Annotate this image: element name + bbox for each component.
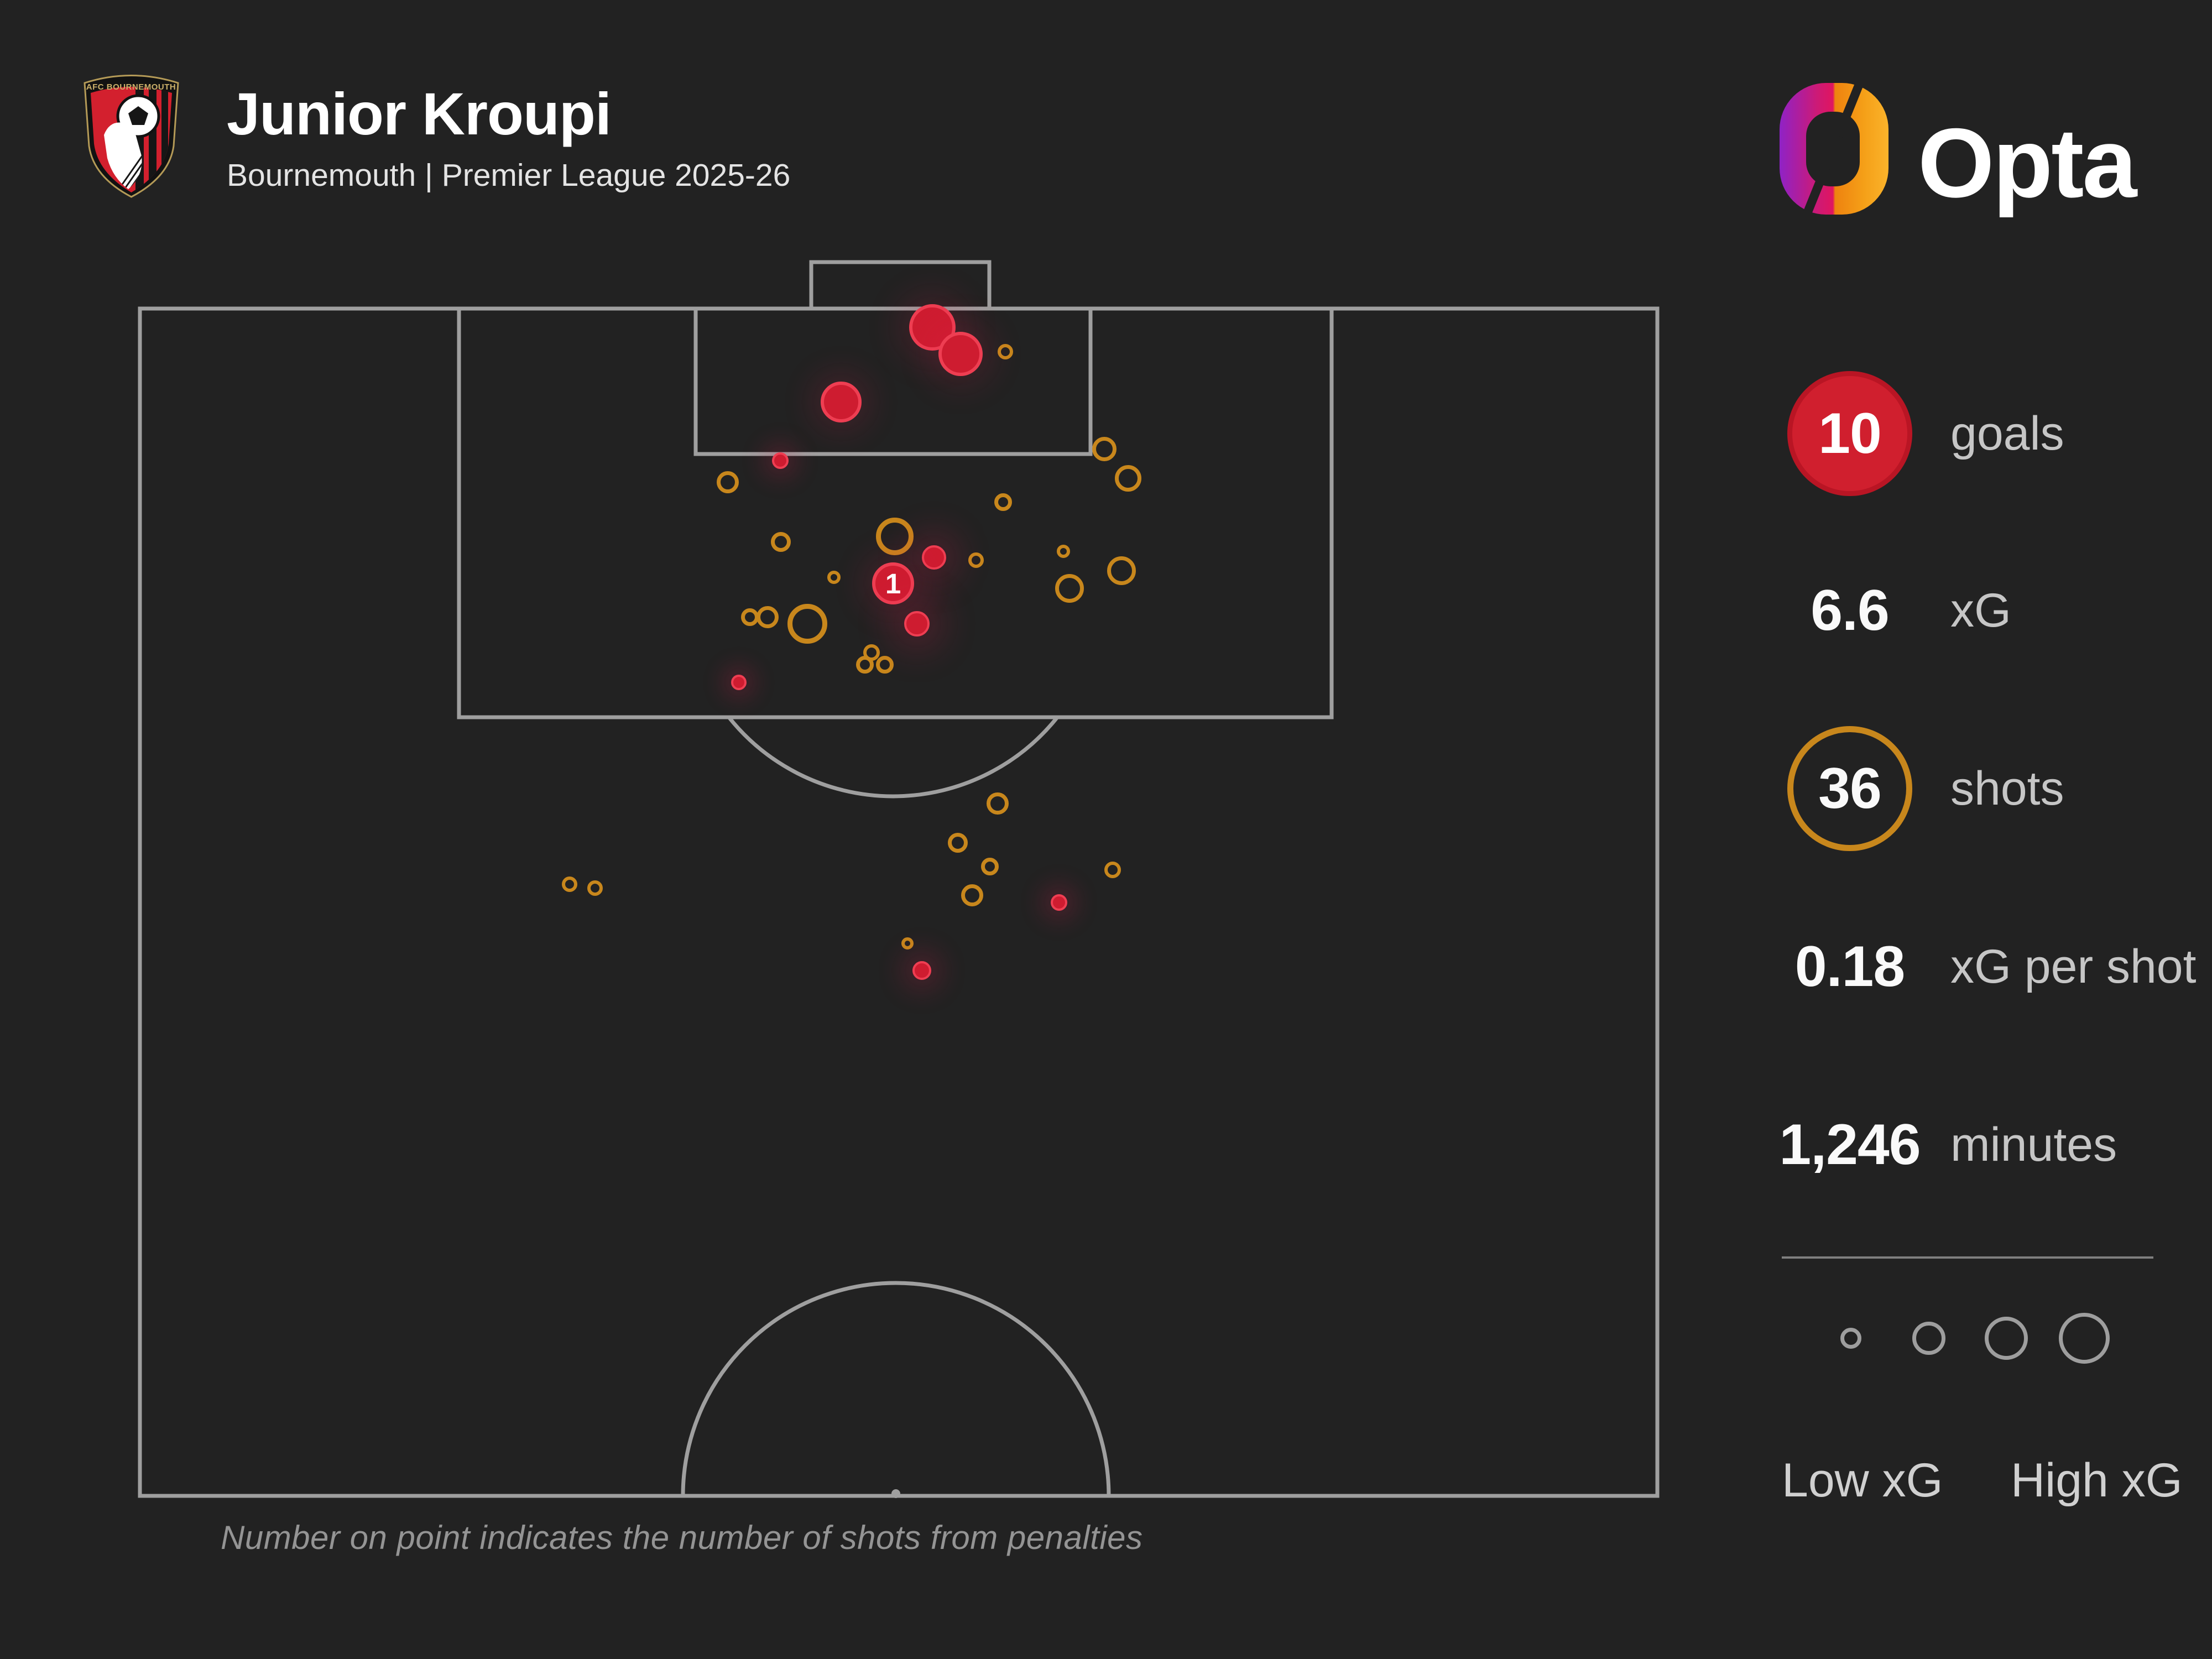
shot-marker-no-goal (1057, 545, 1070, 558)
shot-marker-no-goal (981, 858, 999, 875)
legend-ring-1 (1840, 1328, 1861, 1349)
shot-marker-no-goal (876, 656, 894, 674)
legend-ring-4 (2059, 1313, 2110, 1364)
shot-marker-no-goal (948, 833, 968, 853)
centre-spot (891, 1489, 900, 1498)
shots-count-badge: 36 (1787, 726, 1912, 851)
xg-per-shot-value: 0.18 (1794, 934, 1905, 999)
shot-marker-no-goal (987, 792, 1009, 815)
shot-marker-goal (912, 961, 931, 980)
xg-value: 6.6 (1811, 578, 1890, 643)
shot-marker-no-goal (757, 606, 779, 628)
shot-marker-no-goal (1055, 574, 1084, 603)
shots-value: 36 (1818, 756, 1882, 821)
afc-bournemouth-badge: AFC BOURNEMOUTH (84, 75, 179, 198)
footnote: Number on point indicates the number of … (221, 1519, 1143, 1556)
shot-marker-no-goal (1107, 556, 1136, 585)
shot-marker-goal (772, 452, 789, 469)
shot-marker-no-goal (771, 532, 791, 552)
page-title: Junior Kroupi (227, 80, 612, 147)
shot-marker-no-goal (994, 493, 1012, 511)
shot-marker-no-goal (876, 518, 914, 555)
shot-marker-goal (1051, 894, 1067, 911)
shot-marker-no-goal (968, 552, 984, 568)
shot-marker-goal (938, 332, 983, 376)
minutes-label: minutes (1950, 1118, 2117, 1171)
page-subtitle: Bournemouth | Premier League 2025-26 (227, 158, 791, 194)
xg-label: xG (1950, 583, 2011, 637)
stat-row-shots: 36 shots (1767, 725, 2064, 852)
shot-marker-no-goal (1104, 862, 1121, 878)
shot-marker-no-goal (1115, 465, 1141, 492)
goals-value: 10 (1818, 401, 1882, 466)
shot-marker-no-goal (998, 344, 1013, 359)
shot-marker-no-goal (856, 656, 874, 674)
centre-circle (681, 1281, 1111, 1496)
shot-marker-goal (731, 675, 747, 690)
stat-row-xg-per-shot: 0.18 xG per shot (1767, 903, 2197, 1030)
shot-marker-no-goal (827, 571, 841, 584)
legend-low-xg-label: Low xG (1782, 1454, 1943, 1507)
opta-wordmark: Opta (1918, 108, 2137, 218)
legend-divider (1782, 1256, 2153, 1259)
penalty-arc (727, 716, 1059, 799)
shot-marker-no-goal (1092, 437, 1117, 461)
stat-row-xg: 6.6 xG (1767, 547, 2011, 674)
shots-label: shots (1950, 761, 2064, 815)
shot-marker-no-goal (787, 604, 827, 644)
legend-ring-3 (1985, 1317, 2028, 1360)
xg-per-shot-label: xG per shot (1950, 940, 2197, 993)
shot-marker-goal (821, 382, 862, 422)
goals-count-badge: 10 (1787, 371, 1912, 496)
legend-ring-2 (1912, 1322, 1945, 1355)
shot-marker-no-goal (562, 877, 577, 892)
shot-marker-goal (904, 611, 930, 637)
shot-marker-no-goal (587, 880, 603, 896)
stat-row-goals: 10 goals (1767, 370, 2064, 497)
badge-player-silhouette (104, 122, 142, 189)
shot-marker-goal (922, 545, 946, 570)
goal-frame (809, 260, 992, 311)
minutes-value: 1,246 (1779, 1112, 1921, 1177)
penalty-shot-marker: 1 (872, 562, 914, 604)
stat-row-minutes: 1,246 minutes (1767, 1081, 2117, 1208)
shot-marker-no-goal (717, 471, 739, 493)
shot-marker-no-goal (961, 884, 983, 906)
shot-marker-no-goal (901, 937, 914, 950)
opta-logo-icon (1780, 83, 1888, 215)
legend-high-xg-label: High xG (2011, 1454, 2183, 1507)
goals-label: goals (1950, 406, 2064, 460)
badge-club-name: AFC BOURNEMOUTH (86, 82, 176, 92)
